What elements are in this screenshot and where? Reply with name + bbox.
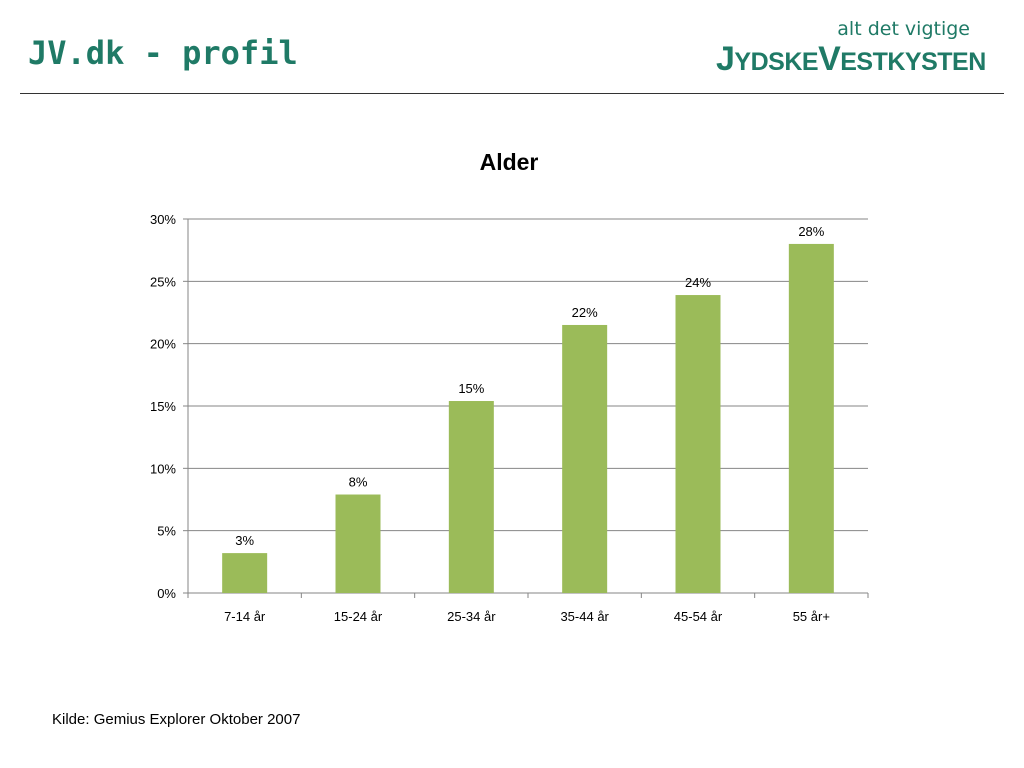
chart-title: Alder: [480, 149, 539, 175]
y-tick-label: 10%: [150, 461, 176, 476]
logo-wordmark: JYDSKEVESTKYSTEN: [716, 40, 986, 78]
header-divider: [20, 93, 1004, 94]
slide-title: JV.dk - profil: [28, 34, 298, 72]
x-tick-label: 7-14 år: [224, 609, 266, 624]
y-tick-label: 20%: [150, 337, 176, 352]
bar: [675, 295, 721, 593]
bar-data-label: 8%: [349, 475, 368, 490]
source-note: Kilde: Gemius Explorer Oktober 2007: [52, 711, 301, 728]
x-tick-label: 55 år+: [793, 609, 830, 624]
bar: [335, 494, 381, 593]
x-tick-label: 25-34 år: [447, 609, 496, 624]
bar-data-label: 28%: [798, 224, 824, 239]
y-tick-label: 15%: [150, 399, 176, 414]
bar-data-label: 15%: [458, 381, 484, 396]
y-tick-label: 5%: [157, 524, 176, 539]
bar-data-label: 24%: [685, 275, 711, 290]
x-tick-label: 45-54 år: [674, 609, 723, 624]
bar: [562, 324, 608, 593]
bar: [222, 553, 268, 593]
bar-data-label: 22%: [572, 305, 598, 320]
x-tick-label: 35-44 år: [560, 609, 609, 624]
age-bar-chart: Alder 0% 5% 10% 15% 20% 25% 30% 3% 7-14 år 8% 15-24…: [150, 149, 869, 624]
bar-data-label: 3%: [235, 533, 254, 548]
bar: [788, 243, 834, 593]
y-tick-label: 25%: [150, 274, 176, 289]
bar: [448, 401, 494, 593]
jydskevestkysten-logo: alt det vigtige JYDSKEVESTKYSTEN: [712, 18, 1002, 78]
logo-tagline: alt det vigtige: [837, 18, 970, 40]
y-tick-label: 0%: [157, 586, 176, 601]
x-tick-label: 15-24 år: [334, 609, 383, 624]
y-tick-label: 30%: [150, 212, 176, 227]
